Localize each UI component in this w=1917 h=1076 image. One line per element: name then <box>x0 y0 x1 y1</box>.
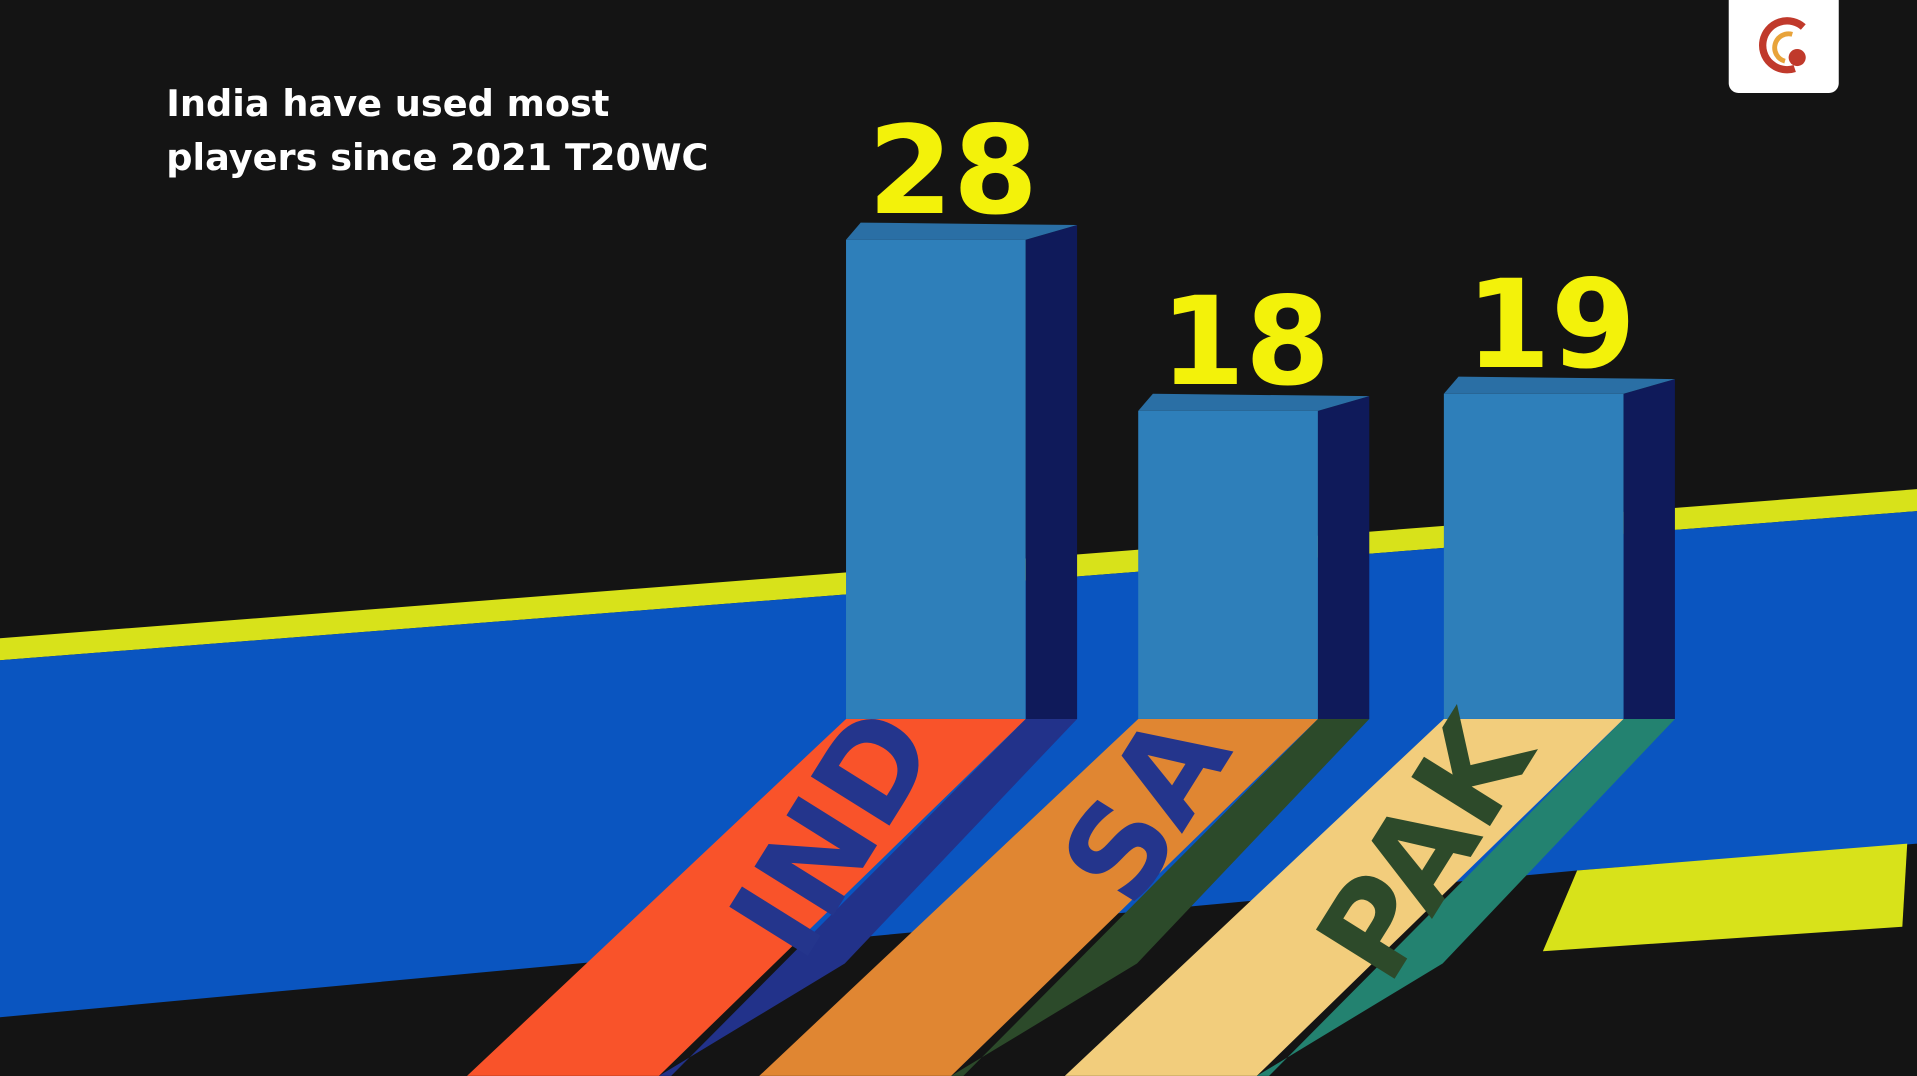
logo-arc-inner <box>1772 31 1793 64</box>
ribbon-side <box>951 718 1370 1076</box>
logo-box <box>1728 0 1839 93</box>
bar-side <box>1623 379 1675 719</box>
bar-top <box>846 222 1078 240</box>
ribbon <box>759 718 1318 1076</box>
logo-arc <box>1759 17 1806 74</box>
ribbon-side <box>658 718 1078 1076</box>
title-box: India have used most players since 2021 … <box>166 83 709 180</box>
bar-top <box>1138 393 1370 411</box>
value-label: 28 <box>868 100 1038 242</box>
bar-side <box>1317 396 1370 719</box>
bar-top <box>1443 376 1675 394</box>
bar <box>1443 393 1624 719</box>
value-label: 19 <box>1466 254 1636 396</box>
ribbon <box>467 718 1026 1076</box>
logo <box>1728 0 1839 93</box>
logo-dot <box>1788 48 1806 67</box>
bar <box>1138 410 1318 719</box>
value-label: 18 <box>1160 271 1330 413</box>
yellow-stripe-lower <box>1542 843 1908 952</box>
bar-side <box>1025 225 1078 719</box>
ribbon <box>1064 718 1624 1076</box>
bar <box>846 239 1026 719</box>
ribbon-side <box>1256 718 1675 1076</box>
chart-title: India have used most players since 2021 … <box>166 83 709 180</box>
